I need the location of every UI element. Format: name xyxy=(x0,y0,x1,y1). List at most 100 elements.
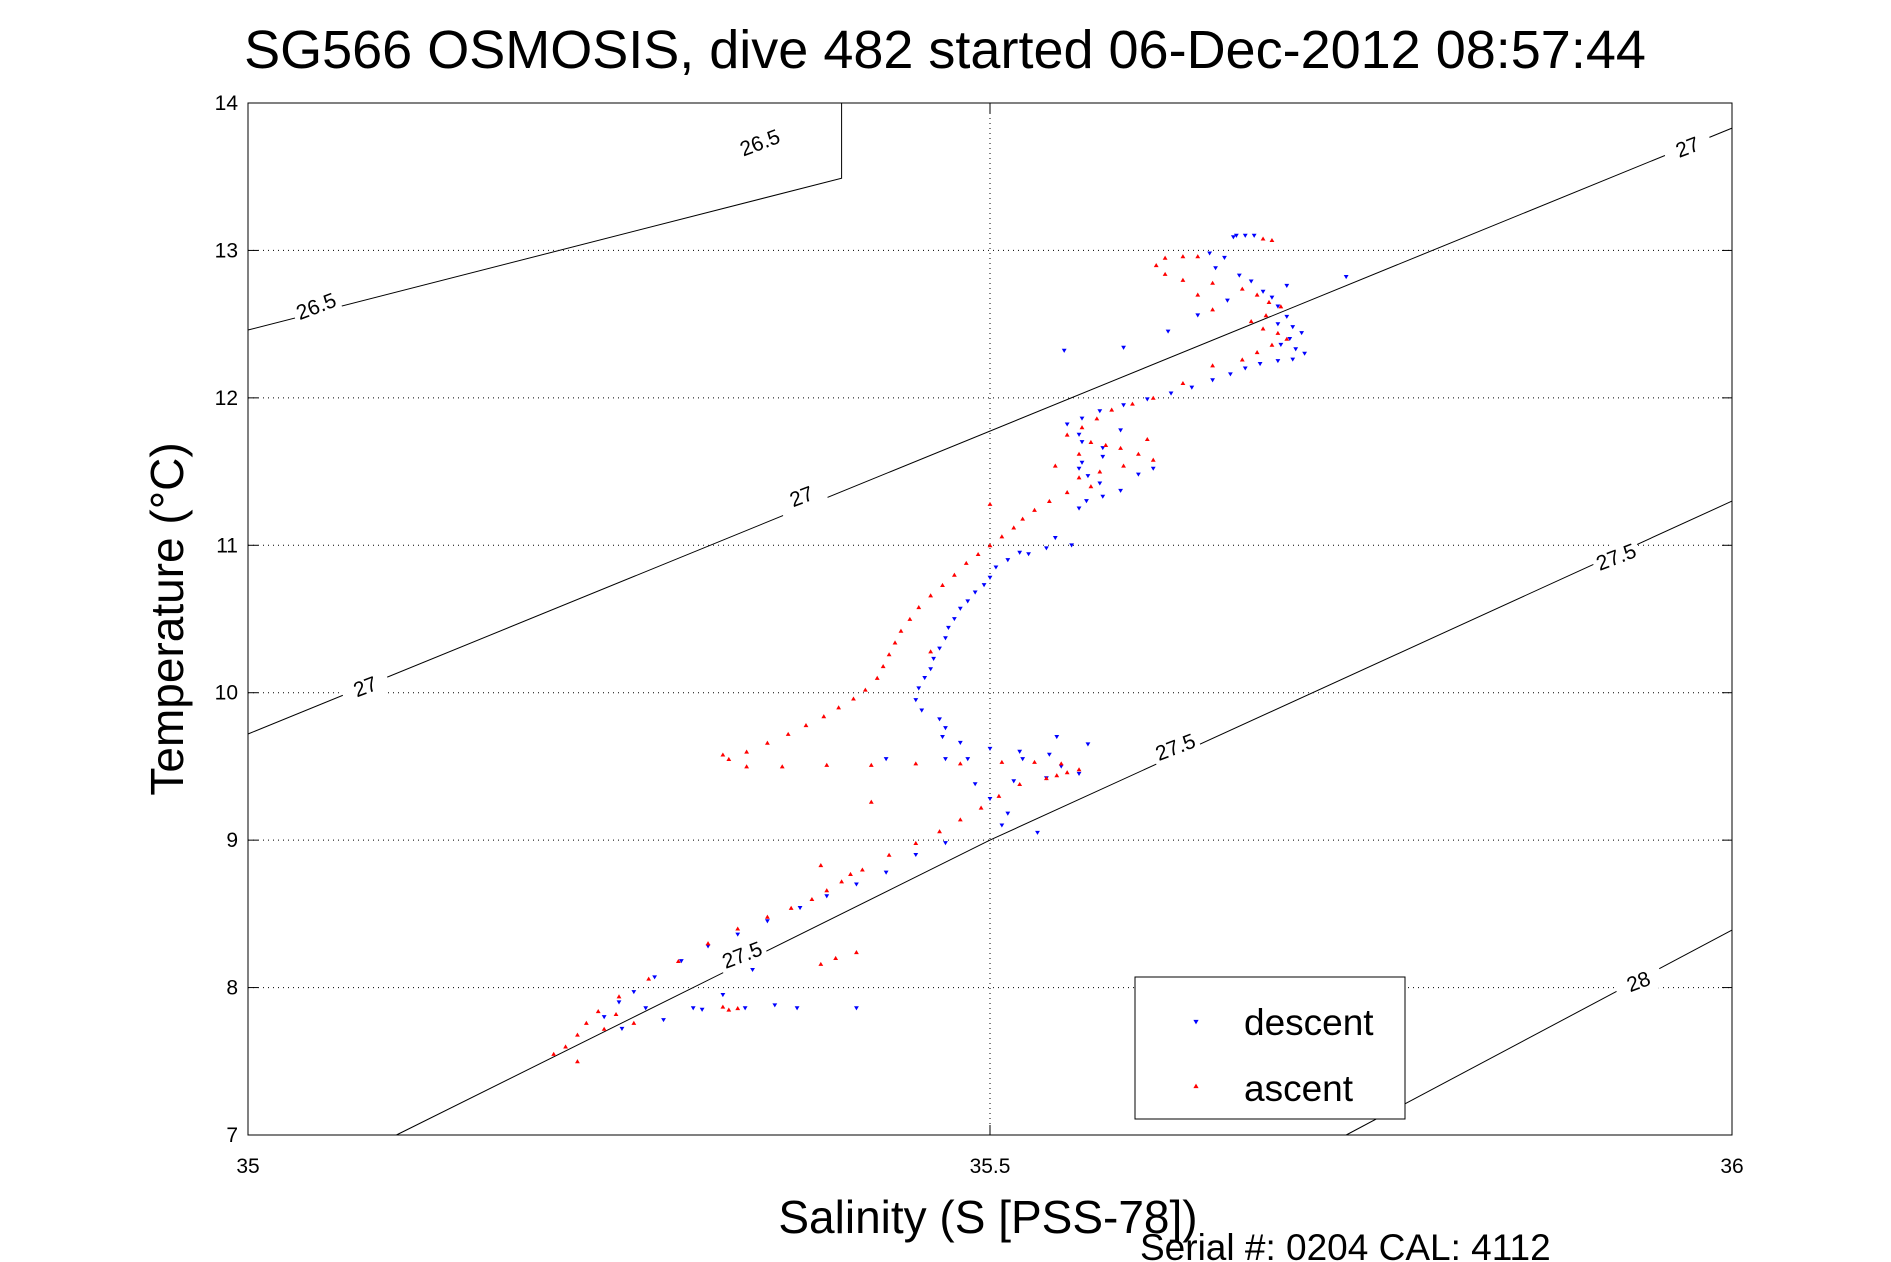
descent-point xyxy=(937,717,942,722)
x-axis-label: Salinity (S [PSS-78]) xyxy=(778,1191,1197,1243)
ascent-point xyxy=(1097,469,1103,474)
y-tick-label: 9 xyxy=(226,829,238,852)
descent-point xyxy=(940,735,945,740)
descent-point xyxy=(1165,329,1171,334)
ascent-point xyxy=(1195,292,1201,297)
descent-point xyxy=(631,990,637,995)
ascent-point xyxy=(563,1044,568,1049)
isopycnal-27.5 xyxy=(396,500,1733,1136)
descent-point xyxy=(922,676,928,681)
descent-point xyxy=(1084,499,1089,504)
ascent-point xyxy=(1121,463,1126,468)
ascent-point xyxy=(1043,776,1049,781)
descent-point xyxy=(1017,550,1023,555)
y-tick-label: 12 xyxy=(215,387,238,410)
ascent-point xyxy=(1162,271,1168,276)
descent-point xyxy=(1035,830,1040,835)
descent-point xyxy=(943,636,948,641)
descent-point xyxy=(943,726,948,731)
descent-point xyxy=(1230,235,1236,240)
isopycnal-27 xyxy=(247,127,1733,735)
descent-point xyxy=(616,1000,622,1005)
ascent-point xyxy=(646,976,652,981)
ascent-point xyxy=(1088,439,1094,445)
descent-point xyxy=(957,606,963,611)
ascent-point xyxy=(765,740,770,745)
ascent-point xyxy=(575,1059,580,1064)
contour-label-bg xyxy=(289,285,344,328)
ascent-point xyxy=(859,867,865,872)
ascent-point xyxy=(720,1004,726,1009)
ascent-point xyxy=(1260,326,1266,331)
ascent-point xyxy=(940,582,945,588)
ascent-point xyxy=(818,863,824,868)
descent-point xyxy=(1242,233,1248,238)
ascent-point xyxy=(1195,254,1201,259)
ascent-point xyxy=(839,879,844,884)
legend-marker-ascent-shape xyxy=(1193,1083,1199,1089)
ascent-point xyxy=(1052,463,1058,468)
descent-point xyxy=(972,590,978,595)
ascent-point xyxy=(848,871,853,876)
ascent-point xyxy=(1153,263,1159,268)
ascent-point xyxy=(975,551,981,557)
legend-label-ascent: ascent xyxy=(1244,1068,1354,1109)
descent-point xyxy=(1293,347,1299,352)
descent-point xyxy=(1069,543,1075,548)
descent-point xyxy=(931,656,937,661)
ascent-point xyxy=(916,605,922,610)
descent-point xyxy=(661,1018,666,1023)
descent-point xyxy=(601,1015,607,1020)
ascent-point xyxy=(1054,773,1060,778)
descent-point xyxy=(1005,811,1011,816)
descent-point xyxy=(1168,391,1174,396)
ascent-point xyxy=(854,950,859,955)
ascent-point xyxy=(874,675,880,680)
descent-point xyxy=(1076,506,1082,511)
legend: descent ascent xyxy=(1134,976,1406,1120)
ascent-point xyxy=(744,764,750,769)
descent-point xyxy=(750,967,755,973)
descent-point xyxy=(913,852,919,858)
ascent-point xyxy=(996,793,1002,798)
x-tick-label: 35 xyxy=(236,1155,259,1178)
ascent-point xyxy=(720,752,726,757)
ascent-point xyxy=(862,687,868,692)
descent-point xyxy=(772,1003,778,1008)
ascent-point xyxy=(1239,286,1245,291)
descent-point xyxy=(1290,357,1296,362)
ascent-point xyxy=(999,534,1005,539)
descent-point xyxy=(1064,422,1070,427)
descent-point xyxy=(916,686,922,691)
ascent-point xyxy=(1210,363,1215,368)
descent-point xyxy=(1100,446,1106,451)
descent-point xyxy=(1290,325,1296,330)
contour-label-bg xyxy=(774,475,829,518)
ascent-point xyxy=(928,593,934,598)
descent-point xyxy=(919,708,925,713)
descent-point xyxy=(854,1006,859,1011)
descent-point xyxy=(1275,322,1281,327)
descent-point xyxy=(883,870,889,875)
descent-point xyxy=(742,1006,748,1011)
ascent-point xyxy=(1180,380,1186,386)
descent-point xyxy=(928,667,934,672)
descent-point xyxy=(643,1006,649,1011)
isopycnal-28 xyxy=(1345,929,1733,1136)
descent-point xyxy=(1210,378,1215,383)
serial-cal-footer: Serial #: 0204 CAL: 4112 xyxy=(1140,1227,1551,1262)
ascent-point xyxy=(1254,292,1260,297)
ascent-point xyxy=(1284,336,1290,341)
descent-point xyxy=(1343,275,1349,280)
descent-point xyxy=(965,757,971,762)
ascent-point xyxy=(765,914,770,919)
contour-label-bg xyxy=(1148,726,1203,769)
ascent-point xyxy=(1109,407,1115,412)
descent-point xyxy=(883,757,889,762)
y-tick-label: 11 xyxy=(216,534,238,557)
ascent-point xyxy=(803,722,809,728)
descent-point xyxy=(1076,771,1082,776)
ascent-point xyxy=(1058,761,1064,766)
ascent-point xyxy=(613,1011,619,1017)
